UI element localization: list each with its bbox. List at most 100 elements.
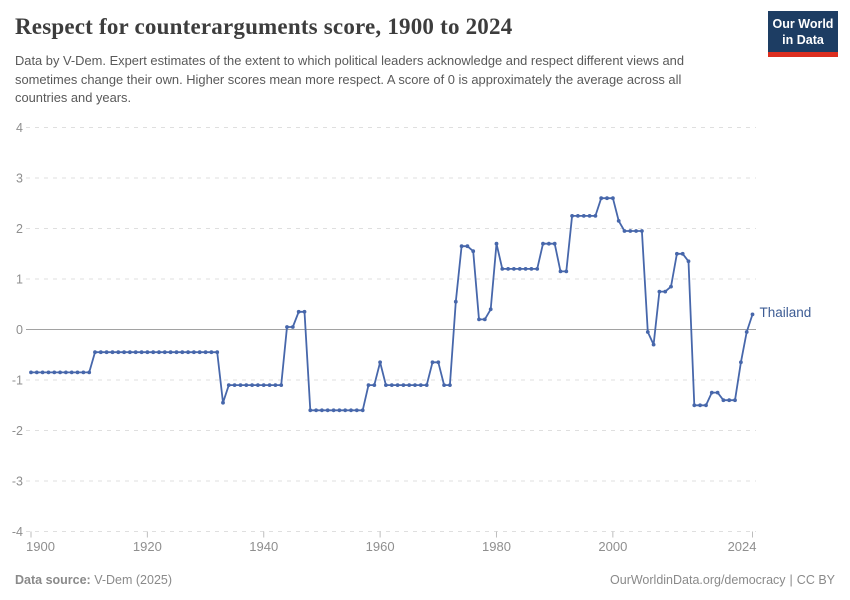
data-point	[110, 350, 115, 355]
data-point	[413, 383, 417, 387]
data-point	[93, 350, 97, 355]
chart-subtitle: Data by V-Dem. Expert estimates of the e…	[15, 53, 684, 106]
data-point	[378, 360, 382, 365]
data-point	[133, 350, 138, 355]
y-tick-label: 2	[16, 222, 23, 236]
data-point	[58, 370, 62, 375]
data-point	[401, 383, 406, 387]
data-point	[686, 259, 691, 264]
footer-links: OurWorldinData.org/democracy | CC BY	[610, 573, 835, 587]
data-point	[244, 383, 249, 387]
data-point	[704, 403, 708, 408]
data-point	[535, 267, 540, 271]
data-point	[279, 383, 284, 387]
data-point	[488, 307, 493, 312]
page-title: Respect for counterarguments score, 1900…	[15, 14, 513, 39]
data-point	[430, 360, 435, 365]
data-point	[296, 309, 301, 314]
owid-logo[interactable]: Our World in Data	[768, 11, 838, 58]
data-point	[744, 330, 749, 334]
data-point	[477, 317, 481, 322]
y-tick-label: -4	[12, 525, 23, 539]
data-point	[337, 408, 342, 413]
x-tick-label: 1960	[366, 539, 395, 554]
data-point	[517, 267, 522, 271]
data-point	[256, 383, 260, 387]
thailand-line[interactable]	[30, 197, 754, 412]
data-point	[634, 229, 638, 233]
data-point	[709, 390, 714, 395]
data-point	[389, 383, 394, 387]
y-tick-label: 1	[16, 273, 23, 287]
data-point	[418, 383, 423, 387]
data-point	[221, 400, 225, 405]
data-point	[127, 350, 132, 355]
y-tick-label: -2	[12, 424, 23, 438]
x-tick-label: 1940	[249, 539, 278, 554]
data-point	[395, 383, 400, 387]
data-point	[733, 398, 737, 403]
y-tick-label: -1	[12, 374, 23, 388]
x-tick-label: 1920	[133, 539, 162, 554]
data-point	[739, 360, 743, 365]
data-point	[680, 251, 685, 256]
data-point	[459, 244, 464, 249]
data-point	[186, 350, 191, 355]
data-point	[139, 350, 144, 355]
data-point	[448, 383, 452, 387]
data-point	[471, 249, 476, 254]
y-tick-label: 4	[16, 121, 23, 135]
data-point	[331, 408, 336, 413]
data-point	[407, 383, 412, 387]
data-point	[320, 408, 324, 413]
data-point	[168, 350, 173, 355]
data-point	[587, 214, 592, 218]
data-point	[692, 403, 697, 408]
data-point	[482, 317, 487, 322]
data-point	[232, 383, 237, 387]
data-point	[611, 196, 615, 201]
data-point	[238, 383, 243, 387]
data-point	[349, 408, 353, 413]
data-point	[529, 267, 534, 271]
data-point	[442, 383, 446, 387]
series-label-thailand[interactable]: Thailand	[759, 305, 812, 321]
data-point	[599, 196, 604, 201]
data-point	[669, 284, 673, 289]
data-point	[40, 370, 45, 375]
data-point	[209, 350, 214, 355]
data-point	[180, 350, 185, 355]
data-point	[285, 325, 289, 329]
data-point	[616, 219, 621, 223]
data-point	[628, 229, 633, 233]
data-point	[663, 289, 668, 294]
data-point	[151, 350, 156, 355]
data-point	[366, 383, 371, 387]
data-point	[360, 408, 365, 413]
footer-separator: |	[789, 573, 793, 587]
data-point	[564, 269, 569, 274]
data-point	[64, 370, 68, 375]
data-point	[104, 350, 109, 355]
x-tick-label: 1900	[26, 539, 55, 554]
data-point	[29, 370, 33, 375]
data-point	[512, 267, 516, 271]
logo-line-1: Our World	[772, 17, 834, 31]
data-point	[34, 370, 39, 375]
license-link[interactable]: CC BY	[796, 573, 835, 587]
data-point	[750, 312, 755, 317]
data-point	[558, 269, 563, 274]
data-point	[581, 214, 586, 218]
owid-url-link[interactable]: OurWorldinData.org/democracy	[610, 573, 786, 587]
data-point	[192, 350, 196, 355]
data-point	[203, 350, 208, 355]
data-source-value[interactable]: V-Dem (2025)	[94, 573, 173, 587]
data-point	[494, 241, 499, 246]
data-point	[122, 350, 126, 355]
data-point	[75, 370, 80, 375]
data-point	[197, 350, 202, 355]
data-point	[46, 370, 51, 375]
data-source-note: Data source: V-Dem (2025)	[15, 573, 172, 587]
